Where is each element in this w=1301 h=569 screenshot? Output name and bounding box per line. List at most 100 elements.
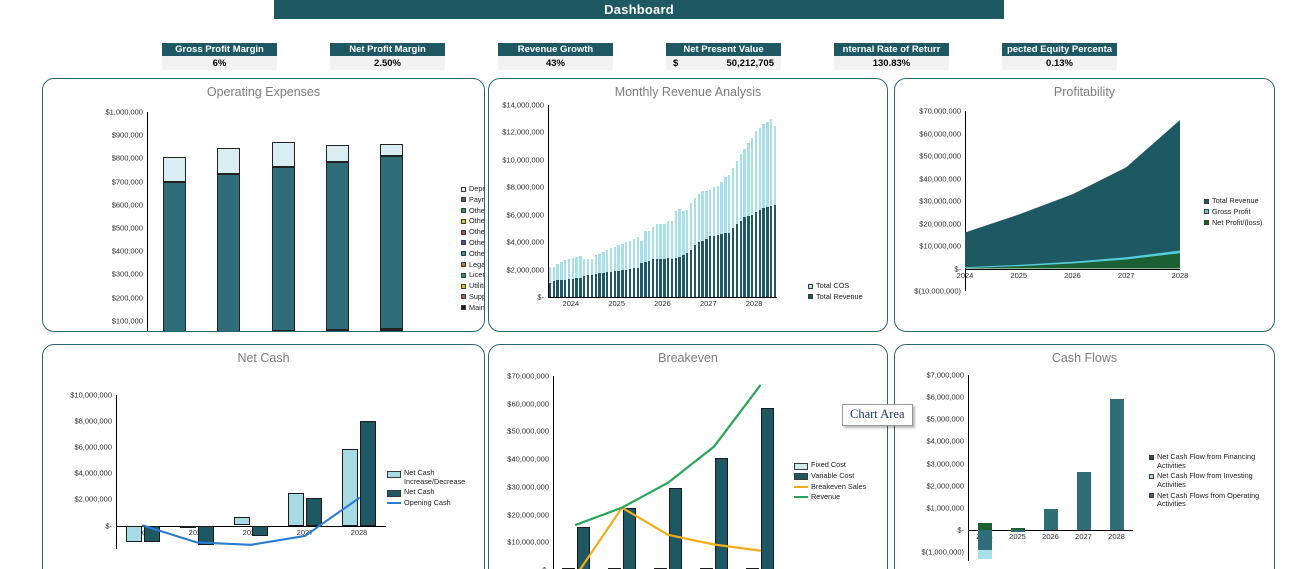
stacked-bar [575, 105, 578, 297]
legend-item: Total COS [808, 281, 880, 291]
bar-segment-cos [716, 185, 720, 236]
profitability-areas [965, 120, 1180, 269]
kpi-card-5[interactable]: pected Equity Percenta 0.13% [1002, 43, 1117, 70]
y-axis-tick-label: $40,000,000 [919, 174, 961, 183]
y-axis-tick-label: $800,000 [111, 153, 143, 163]
bar-segment-cos [598, 253, 601, 274]
y-axis-tick-label: $30,000,000 [919, 196, 961, 206]
chart-legend: Total COS Total Revenue [808, 281, 880, 304]
legend-swatch [461, 305, 466, 311]
bar-segment-cos [655, 223, 658, 260]
bar-segment [162, 156, 186, 182]
bar-segment-revenue [605, 272, 609, 297]
bar-segment-revenue [731, 228, 735, 297]
bar-segment-revenue [552, 280, 555, 297]
bar-segment [1076, 471, 1091, 530]
panel-breakeven: Breakeven $70,000,000 $60,000,000 $50,000,… [488, 344, 888, 569]
kpi-card-0[interactable]: Gross Profit Margin 6% [162, 43, 277, 70]
stacked-bar [720, 105, 723, 297]
y-axis-line [116, 395, 118, 549]
legend-item: Payroll [461, 195, 484, 205]
legend-label: Net Cash Flow from Investing Activities [1157, 471, 1253, 490]
bar-segment-revenue [716, 235, 720, 297]
stacked-bar [670, 105, 674, 297]
y-axis-tick-label: $2,000,000 [74, 494, 112, 504]
bar-segment-revenue [655, 259, 658, 297]
bar-segment-revenue [598, 273, 601, 297]
legend-item: Supplies [461, 292, 484, 302]
legend-swatch [461, 186, 466, 192]
bar-segment-revenue [728, 232, 731, 297]
kpi-card-2[interactable]: Revenue Growth 43% [498, 43, 613, 70]
stacked-bar [735, 105, 739, 297]
stacked-bar [647, 105, 651, 297]
bar-segment-revenue [735, 224, 739, 297]
bar-segment-revenue [583, 276, 586, 297]
bar-net-cash [198, 525, 214, 545]
line-breakeven-sales [579, 506, 762, 569]
legend-item: Legal Fees [461, 260, 484, 270]
y-axis-tick-label: $- [105, 521, 112, 530]
y-axis-tick-label: $5,000,000 [926, 414, 964, 424]
legend-swatch [1204, 198, 1209, 204]
legend-swatch [461, 262, 466, 268]
bar-segment-cos [720, 182, 723, 235]
bar-segment-cos [567, 259, 571, 280]
bar-segment-cos [552, 266, 555, 281]
bar-segment-revenue [617, 270, 620, 297]
stacked-bar [594, 105, 597, 297]
bar-segment-revenue [682, 255, 685, 297]
bar-segment-revenue [674, 257, 678, 297]
stacked-bar [598, 105, 601, 297]
stacked-bar [663, 105, 666, 297]
stacked-bar [678, 105, 681, 297]
bar-segment-revenue [563, 279, 567, 297]
bar-segment-cos [621, 243, 624, 271]
y-axis-tick-label: $60,000,000 [919, 129, 961, 138]
panel-profitability: Profitability $70,000,000 $60,000,000 $50,… [894, 78, 1275, 332]
bar-segment-revenue [636, 267, 639, 297]
bar-segment-cos [693, 198, 697, 245]
x-axis-tick-label: 2027 [1117, 270, 1135, 280]
legend-label: Other exp 5 [469, 205, 485, 215]
y-axis-line [553, 376, 555, 569]
bar-segment-revenue [628, 268, 632, 297]
stacked-bar [674, 105, 678, 297]
bar-segment [271, 141, 295, 167]
bar-segment-cos [556, 264, 559, 281]
line-revenue [574, 384, 762, 526]
x-axis-line [116, 525, 386, 527]
y-axis-tick-label: $20,000,000 [919, 219, 961, 228]
stacked-bar [758, 105, 761, 297]
legend-label: Other exp 4 [469, 216, 485, 226]
legend-label: Net Cash [404, 487, 435, 497]
legend-item: Net Cash Increase/Decrease [387, 468, 484, 486]
kpi-card-4[interactable]: nternal Rate of Returr 130.83% [834, 43, 949, 70]
y-axis-tick-label: $60,000,000 [507, 399, 549, 409]
bar-segment-cos [609, 248, 613, 272]
bar-segment-revenue [670, 258, 674, 297]
kpi-currency-symbol-3: $ [673, 57, 679, 69]
panel-operating-expenses: Operating Expenses $1,000,000 $900,000 $80… [42, 78, 485, 332]
x-axis-tick-label: 2028 [1108, 532, 1125, 541]
bar-segment [217, 332, 240, 333]
legend-swatch [794, 496, 808, 499]
kpi-card-3[interactable]: Net Present Value $50,212,705 [666, 43, 781, 70]
bar-segment [1043, 508, 1058, 530]
legend-item: Net Cash Flow from Investing Activities [1149, 472, 1261, 489]
kpi-value-0: 6% [162, 56, 277, 70]
chart-legend: Net Cash Increase/Decrease Net Cash Openin… [387, 468, 484, 510]
kpi-label-0: Gross Profit Margin [162, 43, 277, 56]
legend-label: Maintenance [469, 302, 485, 312]
bar-segment-revenue [766, 207, 769, 297]
bar-segment-cos [613, 247, 616, 272]
bar-segment [977, 523, 992, 530]
y-axis-tick-label: $6,000,000 [926, 392, 964, 402]
y-axis-tick-label: $900,000 [111, 130, 143, 140]
chart-area-tooltip: Chart Area [842, 404, 913, 426]
kpi-value-5: 0.13% [1002, 56, 1117, 70]
legend-label: Total COS [816, 281, 850, 290]
stacked-bar [548, 105, 552, 297]
kpi-card-1[interactable]: Net Profit Margin 2.50% [330, 43, 445, 70]
tooltip-label: Chart Area [850, 407, 905, 421]
